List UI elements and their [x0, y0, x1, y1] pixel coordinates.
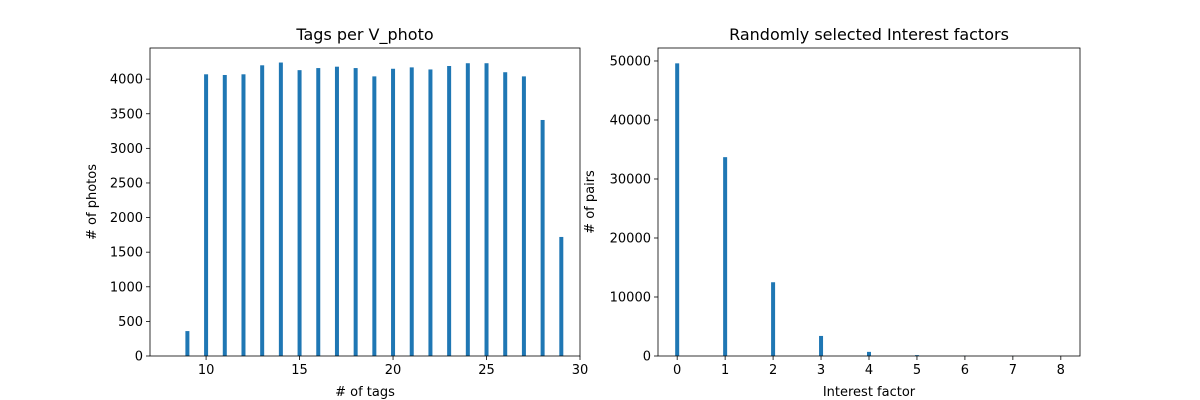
x-tick-label: 2	[769, 363, 777, 378]
y-tick-label: 1500	[110, 246, 143, 261]
y-tick-label: 50000	[610, 54, 651, 69]
bar	[771, 282, 776, 356]
bar	[353, 68, 358, 357]
y-tick-label: 3000	[110, 142, 143, 157]
plot-area-frame	[149, 47, 581, 357]
x-tick-label: 25	[478, 363, 495, 378]
bar	[409, 67, 414, 357]
y-tick-label: 40000	[610, 113, 651, 128]
bar	[316, 68, 321, 357]
y-tick-label: 0	[135, 350, 143, 365]
bar	[540, 119, 545, 356]
x-tick-label: 1	[721, 363, 729, 378]
bar	[297, 70, 302, 356]
bar	[428, 69, 433, 356]
x-axis-ticks: 0 1 2 3 4 5 6 7 8	[673, 356, 1065, 378]
x-tick-label: 30	[572, 363, 589, 378]
y-tick-label: 1000	[110, 280, 143, 295]
chart-title: Randomly selected Interest factors	[729, 25, 1009, 44]
x-axis-label: Interest factor	[823, 385, 916, 400]
bar	[185, 331, 190, 356]
y-tick-label: 2000	[110, 211, 143, 226]
y-axis-ticks: 0 500 1000 1500 2000 2500 3000 3500 4000	[110, 73, 150, 365]
bar	[241, 74, 246, 357]
bar	[465, 63, 470, 357]
bar	[260, 65, 265, 356]
bar	[484, 63, 489, 357]
bar	[675, 63, 680, 356]
x-tick-label: 0	[673, 363, 681, 378]
interest-factors-chart: Randomly selected Interest factors 0 1 2 3 4…	[583, 25, 1081, 400]
chart-title: Tags per V_photo	[295, 25, 433, 45]
bar	[447, 65, 452, 356]
x-tick-label: 15	[291, 363, 308, 378]
y-axis-label: # of pairs	[583, 170, 598, 234]
bar	[334, 66, 339, 357]
bar	[723, 157, 728, 356]
bar	[867, 351, 871, 356]
bars-group	[185, 62, 564, 357]
x-tick-label: 8	[1057, 363, 1065, 378]
y-tick-label: 20000	[610, 231, 651, 246]
bar	[914, 355, 919, 356]
bar	[559, 236, 564, 356]
x-tick-label: 20	[385, 363, 402, 378]
y-axis-ticks: 0 10000 20000 30000 40000 50000	[610, 54, 658, 365]
bar	[503, 72, 508, 356]
y-tick-label: 10000	[610, 290, 651, 305]
tags-per-photo-chart: Tags per V_photo 10 15 20 25 30 0 500 1000 1500…	[85, 25, 588, 400]
bar	[278, 62, 283, 357]
x-tick-label: 4	[865, 363, 873, 378]
bar	[819, 335, 824, 356]
bar	[391, 68, 396, 357]
x-tick-label: 10	[198, 363, 215, 378]
y-axis-label: # of photos	[85, 164, 100, 240]
x-tick-label: 6	[961, 363, 969, 378]
x-tick-label: 3	[817, 363, 825, 378]
x-tick-label: 5	[913, 363, 921, 378]
x-tick-label: 7	[1009, 363, 1017, 378]
y-tick-label: 2500	[110, 176, 143, 191]
y-tick-label: 0	[643, 350, 651, 365]
bar	[372, 76, 377, 356]
y-tick-label: 3500	[110, 107, 143, 122]
x-axis-label: # of tags	[335, 385, 395, 400]
y-tick-label: 30000	[610, 172, 651, 187]
bar	[521, 76, 526, 356]
y-tick-label: 500	[118, 315, 143, 330]
bar	[204, 74, 209, 357]
bar	[222, 74, 227, 356]
x-axis-ticks: 10 15 20 25 30	[198, 356, 588, 378]
y-tick-label: 4000	[110, 73, 143, 88]
